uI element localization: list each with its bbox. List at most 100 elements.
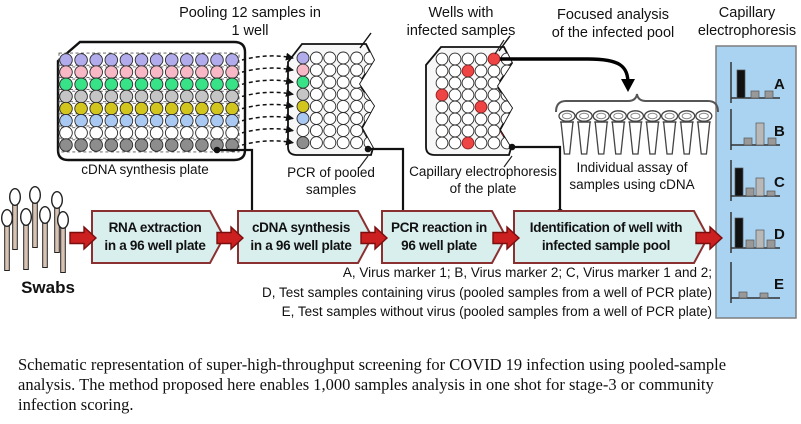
well	[210, 101, 224, 116]
flow-box-1	[91, 210, 226, 264]
well	[149, 89, 164, 104]
chart-bar	[759, 292, 769, 299]
well	[59, 53, 73, 67]
swab-stick	[4, 224, 10, 271]
tube-cap	[575, 110, 593, 122]
tube-cap-inner	[596, 112, 607, 120]
flow-step-3-label: PCR reaction in 96 well plate	[390, 220, 488, 253]
well	[59, 138, 73, 152]
legend-line-2: D, Test samples containing virus (pooled…	[262, 284, 712, 300]
well	[448, 76, 462, 90]
well	[487, 136, 501, 150]
swabs-icon	[0, 185, 70, 273]
tube-cap	[609, 110, 627, 122]
well	[119, 53, 134, 67]
tube-cap	[695, 110, 713, 122]
well	[487, 64, 501, 78]
well	[474, 136, 488, 150]
tube-cap-inner	[698, 112, 709, 120]
chart-bar	[734, 217, 744, 249]
well	[448, 136, 462, 150]
well	[435, 100, 449, 114]
chart-panel-label: C	[774, 174, 785, 191]
well	[309, 136, 323, 150]
tube-cap-inner	[613, 112, 624, 120]
well	[435, 52, 449, 66]
well	[225, 126, 239, 140]
well	[104, 53, 119, 67]
plate2-wells	[296, 51, 374, 150]
well	[363, 51, 374, 65]
swab-stick	[23, 223, 29, 270]
chart-bar	[734, 167, 744, 197]
well	[435, 76, 449, 90]
swab-tip	[29, 185, 42, 204]
chart-panel-label: A	[774, 76, 785, 93]
tube-cap	[626, 110, 645, 122]
swab-stick	[54, 206, 60, 253]
well	[59, 101, 73, 116]
well	[309, 99, 323, 113]
well	[435, 64, 449, 78]
well	[149, 77, 164, 92]
well	[104, 77, 119, 92]
well-infected	[461, 64, 475, 78]
chart-bar	[767, 137, 777, 146]
well	[500, 76, 512, 90]
well	[474, 52, 488, 66]
tube-body	[628, 121, 643, 155]
well	[59, 77, 73, 92]
tube-cap-inner	[579, 112, 590, 120]
well	[210, 126, 224, 140]
well	[195, 89, 209, 104]
well	[180, 89, 194, 104]
connector-dot	[213, 146, 221, 154]
pooling-arrow-icon	[241, 64, 294, 73]
well	[474, 124, 488, 138]
swab-tip	[39, 205, 52, 224]
flow-box-2	[237, 210, 374, 264]
well	[149, 113, 164, 128]
swab-tip	[57, 210, 70, 229]
pooling-arrow-icon	[241, 76, 294, 86]
well	[448, 112, 462, 126]
well	[461, 100, 475, 114]
tube-cap-inner	[647, 112, 658, 120]
pooling-arrow-icon	[241, 125, 294, 134]
well	[164, 89, 179, 104]
well	[180, 138, 194, 152]
flow-arrow-icon	[216, 225, 245, 251]
well	[89, 101, 103, 116]
well	[180, 101, 194, 116]
well	[323, 87, 337, 101]
pooling-arrows	[241, 52, 294, 146]
well	[336, 124, 350, 138]
tube-cap	[643, 110, 662, 122]
well	[195, 53, 209, 67]
well	[487, 88, 501, 102]
well	[195, 101, 209, 116]
chart-bar	[755, 177, 765, 197]
connector-dot	[364, 145, 372, 153]
well	[134, 138, 149, 152]
well	[89, 77, 103, 92]
well	[461, 88, 475, 102]
well	[104, 89, 119, 104]
well	[296, 112, 310, 125]
well	[448, 124, 462, 138]
well	[225, 65, 239, 79]
swab-tip	[51, 190, 64, 209]
well	[296, 87, 310, 101]
chart-bar	[738, 291, 748, 299]
well	[296, 51, 310, 65]
well-infected	[435, 88, 449, 102]
well	[164, 101, 179, 116]
well	[180, 113, 194, 128]
tube-cap-inner	[561, 112, 573, 120]
well	[149, 53, 164, 67]
well	[104, 138, 119, 152]
well	[474, 64, 488, 78]
well	[119, 77, 134, 92]
